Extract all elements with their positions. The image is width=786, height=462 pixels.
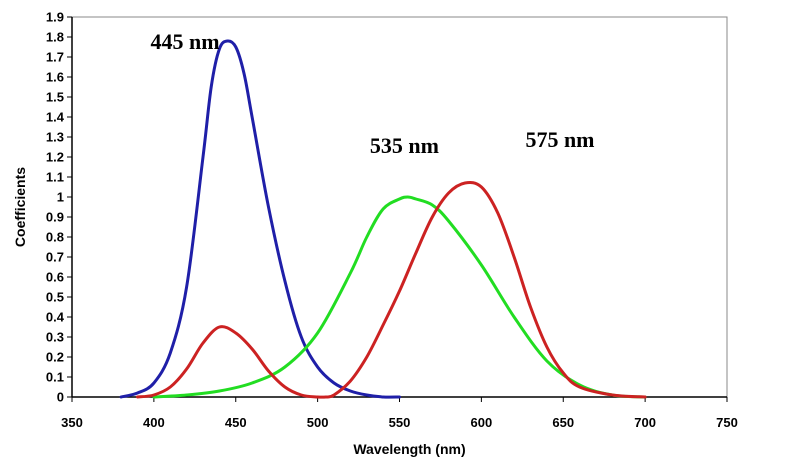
annotations: 445 nm 535 nm 575 nm	[150, 29, 594, 158]
annotation-label: 575 nm	[525, 127, 594, 152]
x-tick-label: 550	[389, 415, 411, 430]
series-line-green	[152, 195, 647, 399]
y-tick-label: 0.6	[46, 270, 64, 285]
x-ticks: 350 400 450 500 550 600 650 700 750	[61, 397, 738, 430]
y-tick-label: 0.7	[46, 250, 64, 265]
y-tick-label: 0	[57, 390, 64, 405]
y-tick-label: 0.1	[46, 370, 64, 385]
x-tick-label: 650	[552, 415, 574, 430]
y-tick-label: 0.8	[46, 230, 64, 245]
x-tick-label: 750	[716, 415, 738, 430]
y-ticks: 0 0.1 0.2 0.3 0.4 0.5 0.6 0.7 0.8 0.9 1 1.1 1.2 1.3 1.…	[46, 10, 72, 405]
series	[119, 39, 647, 399]
x-tick-label: 400	[143, 415, 165, 430]
annotation-label: 535 nm	[370, 133, 439, 158]
y-tick-label: 1.8	[46, 30, 64, 45]
y-tick-label: 1.2	[46, 150, 64, 165]
y-tick-label: 1.3	[46, 130, 64, 145]
x-axis-title: Wavelength (nm)	[353, 441, 465, 457]
x-tick-label: 700	[634, 415, 656, 430]
y-tick-label: 0.5	[46, 290, 64, 305]
axes	[71, 17, 727, 398]
series-line-blue	[119, 39, 401, 399]
x-tick-label: 500	[307, 415, 329, 430]
y-tick-label: 1	[57, 190, 64, 205]
y-axis-title: Coefficients	[12, 167, 28, 247]
y-tick-label: 0.3	[46, 330, 64, 345]
x-tick-label: 350	[61, 415, 83, 430]
x-tick-label: 450	[225, 415, 247, 430]
y-tick-label: 1.5	[46, 90, 64, 105]
y-tick-label: 1.4	[46, 110, 65, 125]
plot-frame	[71, 16, 728, 398]
annotation-label: 445 nm	[150, 29, 219, 54]
x-tick-label: 600	[471, 415, 493, 430]
y-tick-label: 1.7	[46, 50, 64, 65]
y-tick-label: 0.9	[46, 210, 64, 225]
series-line-red	[136, 181, 647, 399]
y-tick-label: 0.2	[46, 350, 64, 365]
y-tick-label: 1.1	[46, 170, 64, 185]
y-tick-label: 1.9	[46, 10, 64, 25]
y-tick-label: 1.6	[46, 70, 64, 85]
y-tick-label: 0.4	[46, 310, 65, 325]
